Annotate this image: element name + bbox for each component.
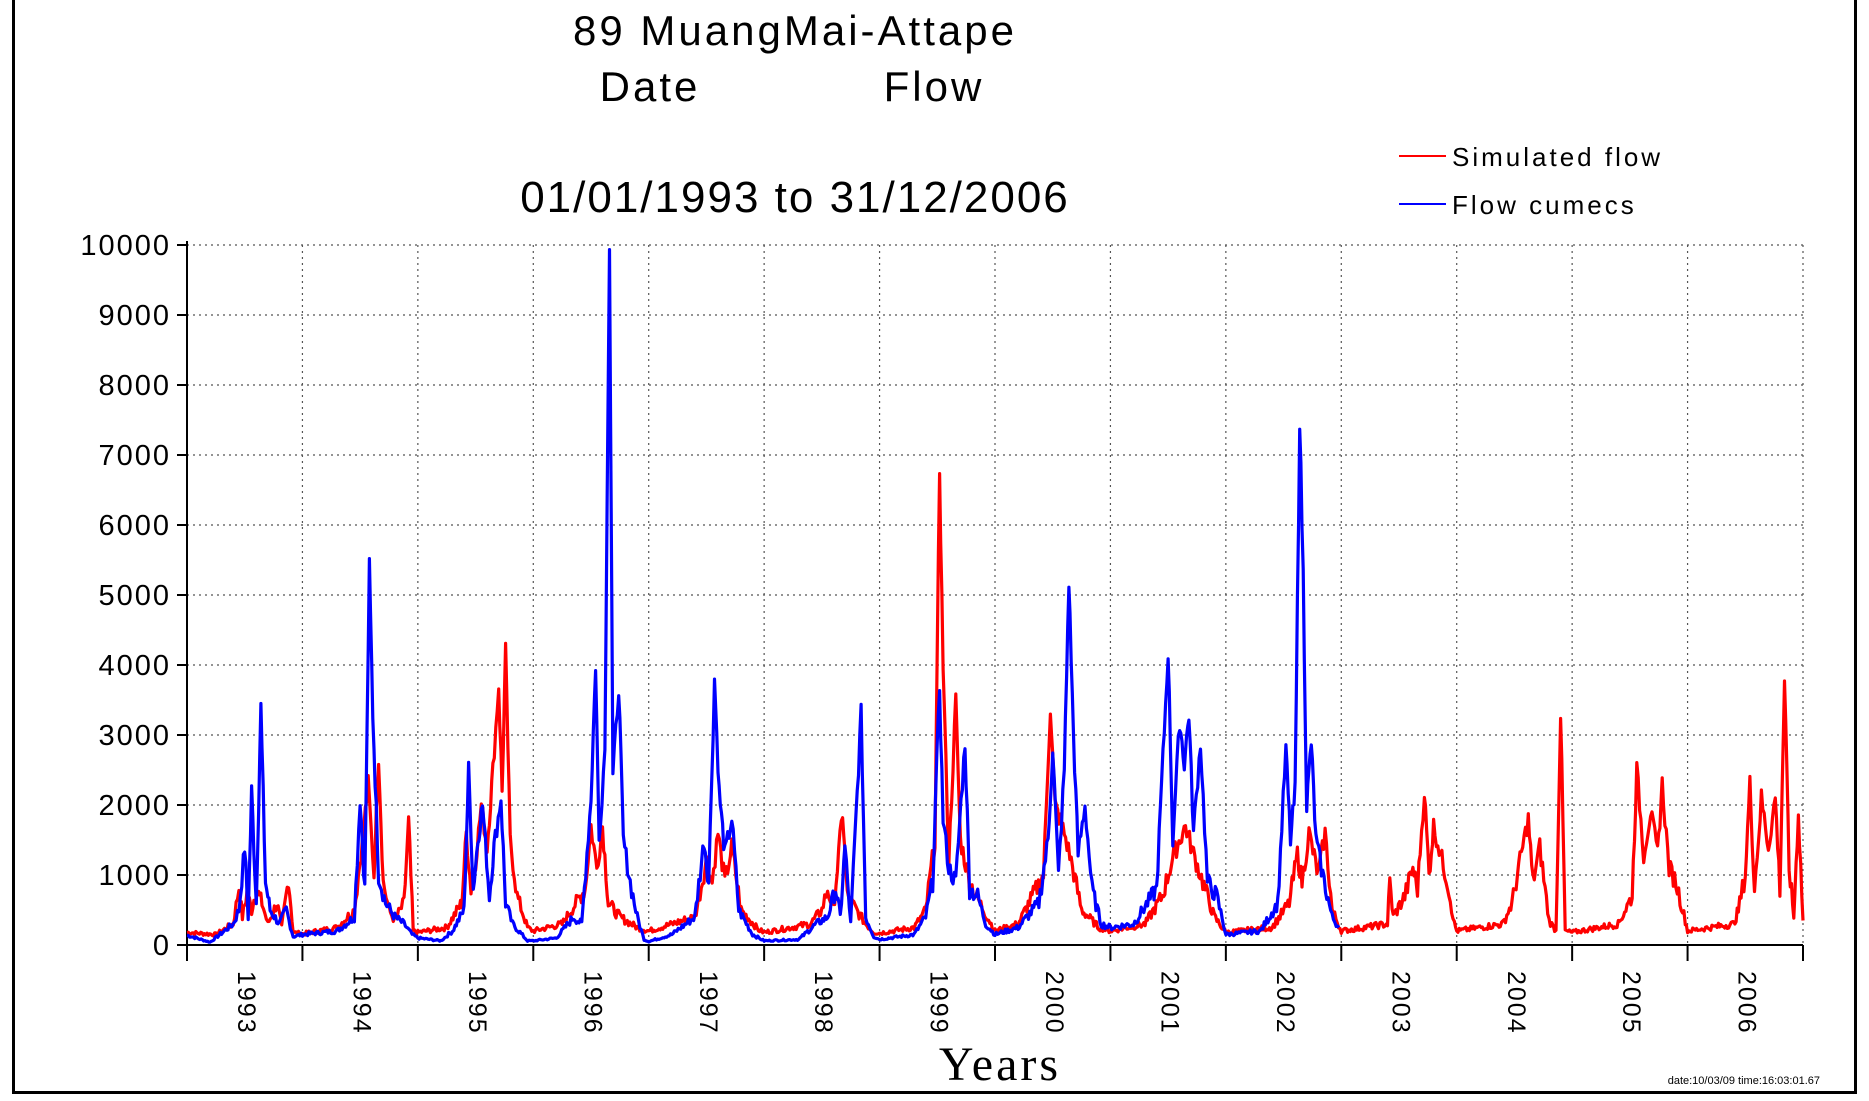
y-tick-label: 6000 xyxy=(98,510,171,542)
y-tick-label: 3000 xyxy=(98,720,171,752)
x-tick-label: 1999 xyxy=(925,971,953,1035)
x-tick-label: 1996 xyxy=(578,971,606,1035)
x-tick-label: 1997 xyxy=(694,971,722,1035)
x-axis-label: Years xyxy=(939,1038,1061,1091)
x-axis-ticks: 1993 1994 1995 1996 1997 1998 1999 2000 2001 2002… xyxy=(186,945,1804,1035)
y-tick-label: 2000 xyxy=(98,790,171,822)
x-tick-label: 1993 xyxy=(232,971,260,1035)
x-tick-label: 2003 xyxy=(1386,971,1414,1035)
legend-label-observed: Flow cumecs xyxy=(1452,190,1637,220)
y-tick-label: 5000 xyxy=(98,580,171,612)
chart-subtitle: 01/01/1993 to 31/12/2006 xyxy=(520,173,1070,222)
series-flow-cumecs xyxy=(186,248,1341,944)
x-tick-label: 2004 xyxy=(1502,971,1530,1035)
chart-title: 89 MuangMai-Attape xyxy=(573,7,1017,54)
series-group xyxy=(186,248,1805,944)
y-tick-label: 7000 xyxy=(98,440,171,472)
chart-frame xyxy=(12,0,1857,1094)
y-axis-ticks: 0 1000 2000 3000 4000 5000 6000 7000 8000 9000 100… xyxy=(80,230,187,962)
x-tick-label: 2002 xyxy=(1271,971,1299,1035)
y-tick-label: 8000 xyxy=(98,370,171,402)
x-tick-label: 1998 xyxy=(809,971,837,1035)
chart-title-flow: Flow xyxy=(884,63,985,110)
legend-label-simulated: Simulated flow xyxy=(1452,142,1663,172)
x-tick-label: 2001 xyxy=(1156,971,1184,1035)
y-tick-label: 10000 xyxy=(80,230,171,262)
x-tick-label: 2005 xyxy=(1617,971,1645,1035)
legend: Simulated flow Flow cumecs xyxy=(1399,142,1663,220)
chart-title-date: Date xyxy=(600,63,701,110)
y-tick-label: 9000 xyxy=(98,300,171,332)
x-tick-label: 1995 xyxy=(463,971,491,1035)
x-tick-label: 2006 xyxy=(1733,971,1761,1035)
y-tick-label: 1000 xyxy=(98,860,171,892)
y-tick-label: 0 xyxy=(153,930,171,962)
grid-lines xyxy=(187,244,1804,945)
y-tick-label: 4000 xyxy=(98,650,171,682)
x-tick-label: 2000 xyxy=(1040,971,1068,1035)
series-simulated-flow xyxy=(186,472,1805,938)
footer-timestamp: date:10/03/09 time:16:03:01.67 xyxy=(1668,1075,1820,1087)
x-tick-label: 1994 xyxy=(348,971,376,1035)
